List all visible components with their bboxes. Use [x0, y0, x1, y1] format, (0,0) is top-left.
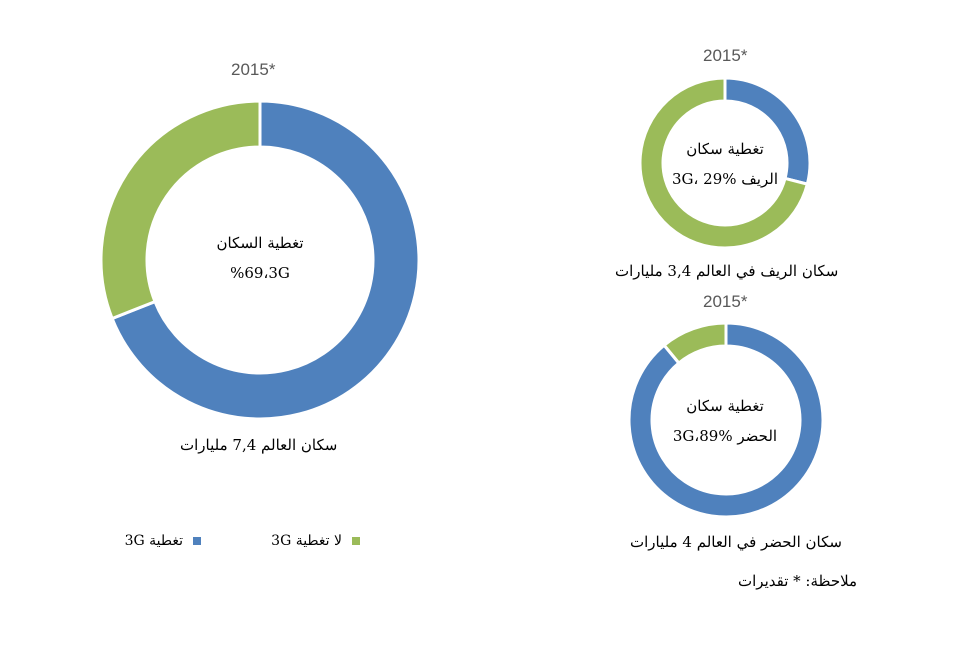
legend-no-coverage: لا تغطية 3G [271, 533, 360, 549]
rural-caption: سكان الريف في العالم 3,4 مليارات [615, 262, 839, 280]
rural-center-line1: تغطية سكان [686, 140, 764, 158]
rural-slice-no-coverage [638, 76, 810, 250]
urban-center-line1: تغطية سكان [686, 397, 764, 415]
legend-label-coverage: تغطية 3G [124, 533, 183, 549]
world-caption: سكان العالم 7,4 مليارات [180, 436, 338, 454]
urban-slice-coverage [627, 321, 825, 519]
world-center-line1: تغطية السكان [216, 234, 304, 252]
rural-year-label: 2015* [703, 46, 748, 65]
urban-center-line2: الحضر 3G،89% [672, 427, 778, 445]
legend-coverage: تغطية 3G [125, 533, 201, 549]
rural-center-line2: الريف 3G، 29% [672, 170, 778, 188]
footnote: ملاحظة: * تقديرات [738, 572, 858, 590]
urban-center-label: تغطية سكان الحضر 3G،89% [655, 391, 795, 451]
urban-year-label: 2015* [703, 292, 748, 311]
urban-slice-no-coverage [662, 321, 728, 366]
world-year-label: 2015* [231, 60, 276, 79]
rural-donut-chart [638, 76, 812, 250]
world-center-label: تغطية السكان %69،3G [180, 228, 340, 288]
world-donut-chart [99, 99, 421, 421]
legend-label-no-coverage: لا تغطية 3G [271, 533, 342, 549]
world-slice-coverage [110, 99, 421, 421]
urban-caption: سكان الحضر في العالم 4 مليارات [630, 533, 842, 551]
world-center-line2: %69،3G [230, 264, 290, 282]
legend-swatch-no-coverage [352, 537, 360, 545]
legend-swatch-coverage [193, 537, 201, 545]
urban-donut-chart [627, 321, 825, 519]
rural-center-label: تغطية سكان الريف 3G، 29% [655, 134, 795, 194]
world-slice-no-coverage [99, 99, 262, 321]
